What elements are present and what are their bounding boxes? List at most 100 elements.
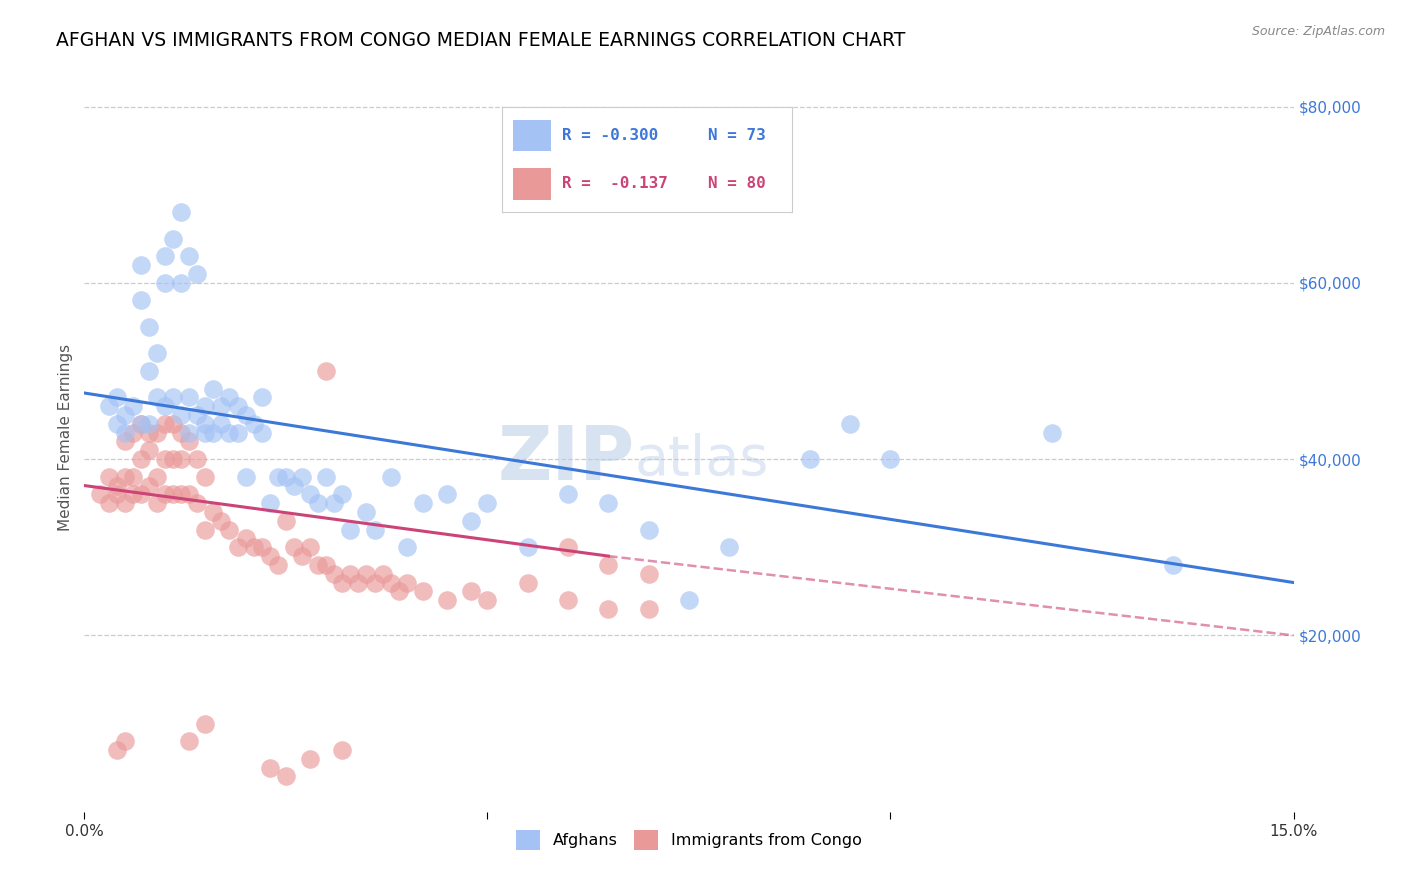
Point	[637, 523, 659, 537]
Point	[202, 425, 225, 440]
Point	[339, 566, 361, 581]
Point	[678, 593, 700, 607]
Point	[330, 743, 353, 757]
Point	[242, 541, 264, 555]
Point	[879, 452, 901, 467]
Point	[371, 566, 394, 581]
Point	[395, 575, 418, 590]
Point	[97, 496, 120, 510]
Point	[138, 443, 160, 458]
Point	[153, 417, 176, 431]
Point	[162, 232, 184, 246]
Point	[129, 417, 152, 431]
Point	[121, 469, 143, 483]
Point	[162, 391, 184, 405]
Point	[194, 417, 217, 431]
Point	[186, 408, 208, 422]
Point	[194, 469, 217, 483]
Point	[460, 514, 482, 528]
Point	[283, 478, 305, 492]
Point	[186, 496, 208, 510]
Point	[267, 469, 290, 483]
Point	[153, 487, 176, 501]
Point	[153, 452, 176, 467]
Point	[315, 364, 337, 378]
Point	[388, 584, 411, 599]
Point	[194, 399, 217, 413]
Point	[129, 487, 152, 501]
Point	[315, 469, 337, 483]
Point	[235, 469, 257, 483]
Point	[105, 417, 128, 431]
Point	[202, 382, 225, 396]
Point	[395, 541, 418, 555]
Point	[436, 487, 458, 501]
Point	[291, 549, 314, 563]
Point	[218, 523, 240, 537]
Point	[637, 566, 659, 581]
Point	[179, 391, 201, 405]
Point	[226, 399, 249, 413]
Point	[146, 496, 169, 510]
Point	[97, 399, 120, 413]
Point	[557, 541, 579, 555]
Point	[179, 249, 201, 263]
Point	[330, 575, 353, 590]
Point	[307, 496, 329, 510]
Point	[162, 452, 184, 467]
Point	[477, 496, 499, 510]
Point	[162, 417, 184, 431]
Point	[218, 425, 240, 440]
Point	[146, 425, 169, 440]
Point	[121, 425, 143, 440]
Point	[129, 293, 152, 308]
Point	[105, 478, 128, 492]
Point	[202, 505, 225, 519]
Point	[291, 469, 314, 483]
Point	[153, 276, 176, 290]
Point	[194, 523, 217, 537]
Point	[380, 575, 402, 590]
Point	[412, 496, 434, 510]
Point	[267, 558, 290, 572]
Point	[516, 541, 538, 555]
Point	[242, 417, 264, 431]
Point	[259, 761, 281, 775]
Point	[347, 575, 370, 590]
Point	[170, 425, 193, 440]
Point	[637, 602, 659, 616]
Point	[363, 575, 385, 590]
Point	[129, 417, 152, 431]
Text: AFGHAN VS IMMIGRANTS FROM CONGO MEDIAN FEMALE EARNINGS CORRELATION CHART: AFGHAN VS IMMIGRANTS FROM CONGO MEDIAN F…	[56, 31, 905, 50]
Point	[250, 541, 273, 555]
Point	[799, 452, 821, 467]
Point	[146, 391, 169, 405]
Point	[105, 743, 128, 757]
Point	[299, 487, 322, 501]
Point	[89, 487, 111, 501]
Point	[226, 541, 249, 555]
Point	[97, 469, 120, 483]
Point	[259, 496, 281, 510]
Point	[170, 276, 193, 290]
Point	[179, 434, 201, 449]
Point	[259, 549, 281, 563]
Point	[209, 417, 232, 431]
Point	[339, 523, 361, 537]
Point	[307, 558, 329, 572]
Point	[194, 716, 217, 731]
Point	[114, 434, 136, 449]
Point	[170, 452, 193, 467]
Point	[114, 469, 136, 483]
Point	[129, 452, 152, 467]
Point	[218, 391, 240, 405]
Point	[250, 391, 273, 405]
Point	[250, 425, 273, 440]
Point	[179, 487, 201, 501]
Point	[235, 408, 257, 422]
Point	[356, 566, 378, 581]
Legend: Afghans, Immigrants from Congo: Afghans, Immigrants from Congo	[510, 824, 868, 856]
Point	[209, 514, 232, 528]
Point	[516, 575, 538, 590]
Point	[170, 205, 193, 219]
